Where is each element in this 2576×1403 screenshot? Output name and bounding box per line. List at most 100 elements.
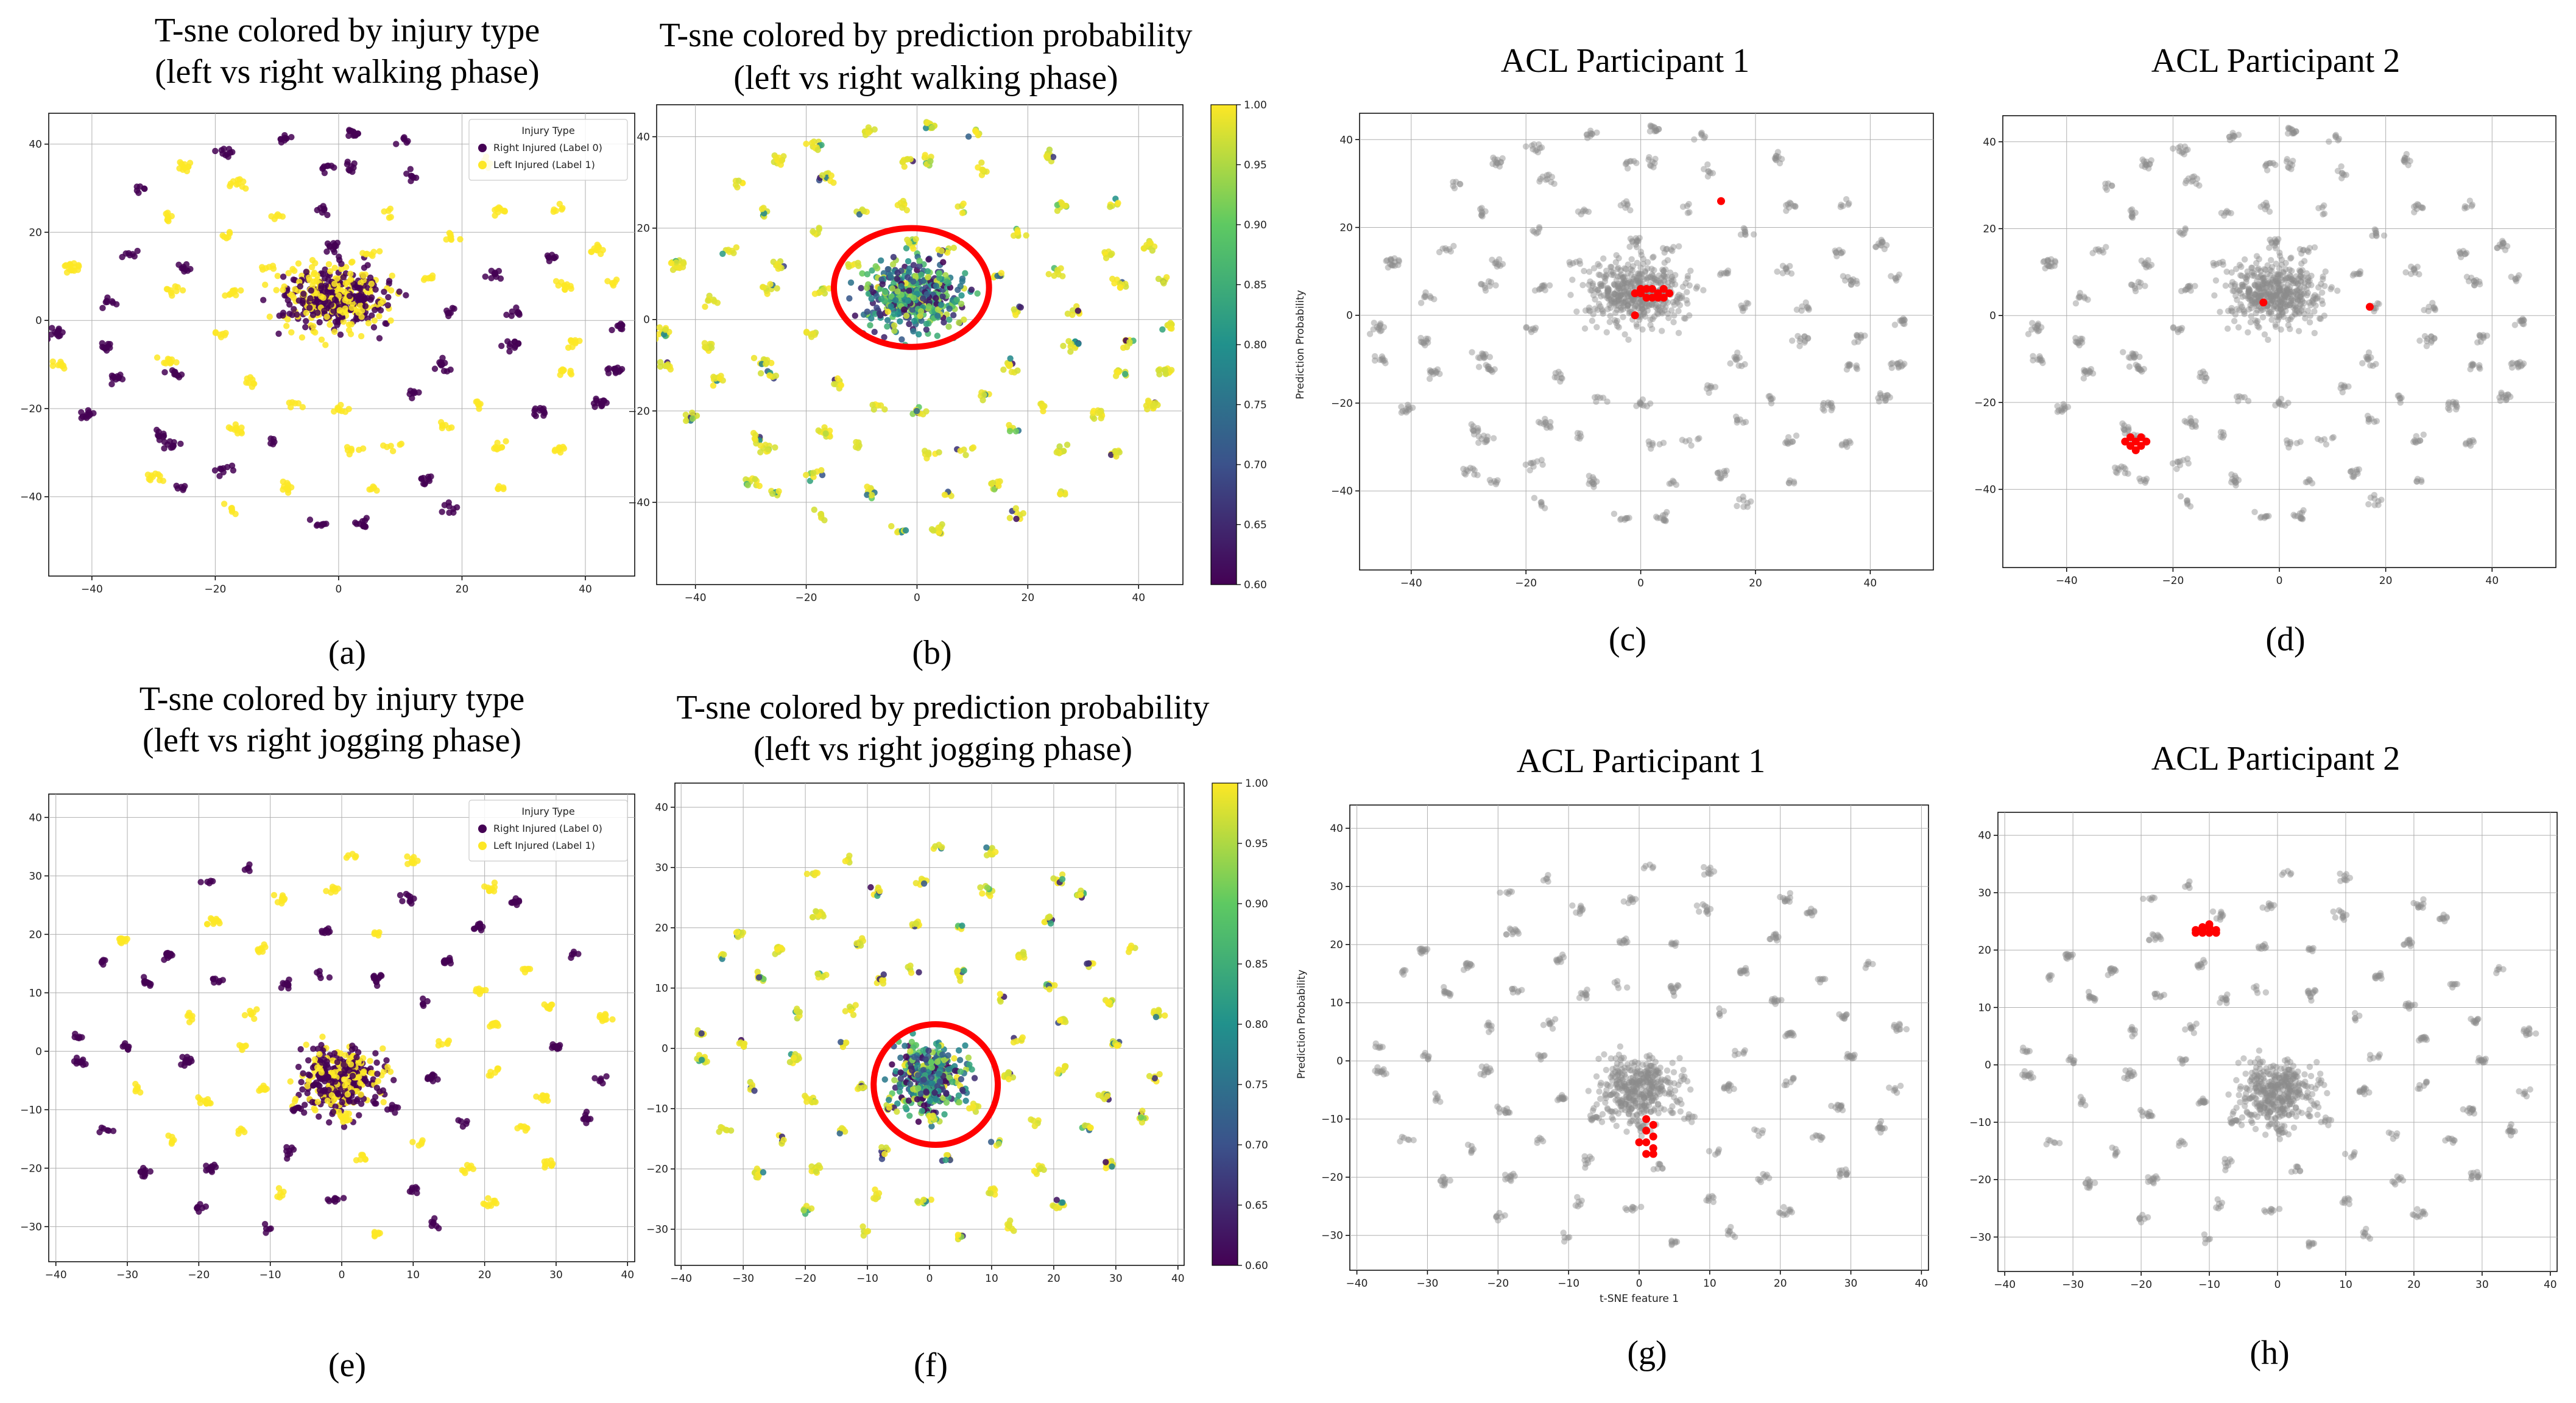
scatter-point (2502, 392, 2509, 399)
scatter-point (345, 326, 353, 334)
scatter-point (2102, 184, 2109, 191)
scatter-point (345, 132, 352, 139)
scatter-point (2236, 393, 2243, 400)
scatter-point (1381, 357, 1388, 364)
scatter-point (2466, 437, 2473, 444)
scatter-point (1638, 251, 1645, 259)
scatter-point (445, 499, 452, 506)
scatter-point (318, 285, 325, 292)
scatter-point (2311, 329, 2318, 337)
scatter-point (925, 451, 932, 458)
scatter-point (2365, 356, 2372, 362)
scatter-point (2226, 136, 2234, 144)
scatter-point (2516, 317, 2523, 325)
scatter-point (329, 1057, 336, 1064)
scatter-point (308, 264, 316, 271)
scatter-point (760, 284, 767, 290)
scatter-point (1603, 329, 1610, 336)
scatter-point (2296, 510, 2304, 517)
y-tick-label: 40 (637, 132, 650, 144)
scatter-point (1623, 297, 1630, 304)
scatter-point (2102, 180, 2109, 187)
scatter-point (260, 297, 267, 303)
scatter-point (2261, 331, 2268, 338)
scatter-point (2222, 209, 2229, 216)
scatter-point (147, 477, 154, 483)
scatter-point (407, 166, 414, 172)
x-tick-label: 40 (1864, 577, 1877, 589)
scatter-point (828, 172, 835, 179)
participant-point (2126, 433, 2135, 441)
scatter-point (346, 292, 353, 300)
scatter-point (1376, 322, 1383, 329)
scatter-point (498, 342, 505, 350)
scatter-point (2281, 284, 2288, 290)
scatter-point (2273, 323, 2279, 330)
scatter-point (2270, 274, 2277, 281)
scatter-point (859, 270, 866, 277)
scatter-point (2146, 263, 2153, 270)
scatter-point (973, 128, 979, 135)
scatter-point (1639, 305, 1646, 312)
scatter-point (2045, 258, 2052, 265)
scatter-point (1877, 392, 1884, 398)
scatter-point (1536, 144, 1544, 152)
scatter-point (1491, 366, 1498, 373)
scatter-point (1604, 295, 1611, 301)
scatter-point (2266, 294, 2273, 300)
scatter-point (85, 412, 92, 420)
scatter-point (1885, 392, 1891, 399)
scatter-point (1683, 297, 1690, 304)
scatter-point (887, 303, 894, 310)
scatter-point (453, 504, 461, 511)
scatter-point (1096, 409, 1104, 416)
scatter-point (1801, 333, 1808, 340)
scatter-point (2125, 427, 2131, 434)
scatter-point (1168, 367, 1175, 373)
scatter-point (1475, 433, 1482, 440)
scatter-point (936, 270, 943, 276)
scatter-point (1649, 440, 1656, 447)
scatter-point (2131, 353, 2138, 360)
scatter-point (2296, 267, 2303, 274)
scatter-point (1682, 280, 1689, 287)
scatter-point (825, 285, 833, 292)
scatter-point (2519, 362, 2525, 368)
scatter-point (179, 287, 186, 294)
scatter-point (1794, 332, 1801, 340)
scatter-point (2115, 466, 2123, 473)
scatter-point (1900, 320, 1907, 327)
y-tick-label: −40 (1331, 485, 1353, 498)
scatter-point (1603, 272, 1610, 278)
scatter-point (1704, 161, 1711, 168)
scatter-point (593, 395, 599, 403)
scatter-point (1012, 505, 1020, 512)
scatter-point (1639, 396, 1646, 403)
scatter-point (2432, 306, 2439, 314)
scatter-point (1527, 326, 1534, 333)
scatter-point (1721, 468, 1727, 474)
scatter-point (2263, 513, 2270, 520)
scatter-point (2264, 271, 2271, 278)
scatter-point (2410, 203, 2418, 210)
scatter-point (2423, 343, 2430, 350)
scatter-point (182, 483, 188, 490)
scatter-point (2373, 233, 2380, 239)
scatter-point (2135, 278, 2142, 286)
scatter-point (2359, 360, 2366, 367)
scatter-point (1645, 274, 1652, 281)
scatter-point (2267, 300, 2274, 307)
scatter-point (1769, 395, 1776, 402)
scatter-point (1430, 371, 1437, 378)
scatter-point (429, 272, 436, 279)
scatter-point (2297, 301, 2304, 308)
scatter-point (1891, 322, 1899, 328)
scatter-point (1168, 325, 1175, 332)
scatter-point (2255, 283, 2262, 290)
scatter-point (1378, 356, 1385, 363)
scatter-point (2293, 128, 2299, 135)
scatter-point (2114, 469, 2120, 476)
scatter-point (2280, 270, 2287, 276)
scatter-point (384, 302, 391, 309)
scatter-point (2330, 434, 2337, 441)
